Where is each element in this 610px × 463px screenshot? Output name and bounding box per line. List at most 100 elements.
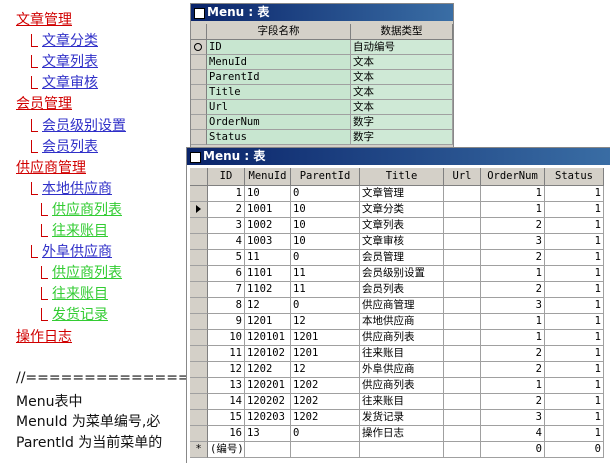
table-cell: 120202 (245, 394, 291, 410)
table-cell: 1202 (291, 410, 360, 426)
table-cell: 外阜供应商 (360, 362, 444, 378)
key-icon (194, 43, 202, 51)
field-cell: Url (207, 100, 351, 115)
table-cell: 会员列表 (360, 282, 444, 298)
table-cell: 文章列表 (360, 218, 444, 234)
row-selector (191, 85, 207, 100)
menu-link[interactable]: 文章管理 (16, 12, 72, 28)
table-cell: 2 (481, 362, 545, 378)
table-cell: 10 (208, 330, 245, 346)
table-cell: 文章审核 (360, 234, 444, 250)
table-cell (444, 282, 481, 298)
menu-link[interactable]: 供应商管理 (16, 159, 86, 176)
tree-branch (31, 34, 38, 48)
table-cell: 1 (481, 330, 545, 346)
table-cell: 1 (545, 346, 604, 362)
window-title: Menu : 表 (191, 4, 453, 21)
menu-link[interactable]: 文章分类 (42, 33, 98, 50)
table-cell: 供应商管理 (360, 298, 444, 314)
table-cell: 1003 (245, 234, 291, 250)
menu-link[interactable]: 会员管理 (16, 96, 72, 113)
window-icon (194, 8, 205, 19)
field-cell: OrderNum (207, 115, 351, 130)
row-selector (190, 410, 208, 426)
tree-branch (31, 245, 38, 259)
table-cell: 11 (208, 346, 245, 362)
table-cell: 2 (481, 394, 545, 410)
table-cell: 4 (481, 426, 545, 442)
menu-link[interactable]: 会员级别设置 (42, 117, 126, 134)
menu-link[interactable]: 文章审核 (42, 75, 98, 92)
row-selector (190, 362, 208, 378)
menu-link[interactable]: 会员列表 (42, 138, 98, 155)
table-cell: 12 (291, 362, 360, 378)
header-cell (191, 24, 207, 40)
menu-link[interactable]: 外阜供应商 (42, 244, 112, 261)
table-cell: 8 (208, 298, 245, 314)
table-cell: 1 (481, 202, 545, 218)
table-cell: 1101 (245, 266, 291, 282)
table-cell: 1 (545, 410, 604, 426)
table-cell: 3 (481, 234, 545, 250)
field-cell: MenuId (207, 55, 351, 70)
table-cell: 往来账目 (360, 394, 444, 410)
table-cell: 1202 (291, 394, 360, 410)
row-selector (190, 186, 208, 202)
table-cell: 1201 (291, 346, 360, 362)
table-cell (444, 218, 481, 234)
menu-link[interactable]: 往来账目 (52, 223, 108, 239)
table-cell: 4 (208, 234, 245, 250)
menu-link[interactable]: 供应商列表 (52, 201, 122, 218)
column-header: 字段名称 (207, 24, 351, 40)
field-cell: 自动编号 (351, 40, 453, 55)
column-header: Title (360, 168, 444, 186)
menu-link[interactable]: 供应商列表 (52, 265, 122, 282)
table-cell: 1002 (245, 218, 291, 234)
table-cell: 文章管理 (360, 186, 444, 202)
tree-branch (31, 55, 38, 69)
table-cell: 1001 (245, 202, 291, 218)
row-selector (191, 100, 207, 115)
table-cell: 供应商列表 (360, 378, 444, 394)
window-icon (190, 152, 201, 163)
table-cell: 2 (481, 282, 545, 298)
row-selector (190, 282, 208, 298)
table-cell: 120201 (245, 378, 291, 394)
row-selector (190, 202, 208, 218)
table-cell: 会员管理 (360, 250, 444, 266)
menu-link[interactable]: 往来账目 (52, 286, 108, 303)
table-cell: 1 (545, 250, 604, 266)
table-cell (444, 250, 481, 266)
table-cell: 文章分类 (360, 202, 444, 218)
table-cell: 1 (545, 186, 604, 202)
table-cell (444, 186, 481, 202)
window-title: Menu : 表 (187, 148, 610, 165)
note-line: ParentId 为当前菜单的 (16, 434, 163, 451)
menu-link[interactable]: 操作日志 (16, 328, 72, 345)
table-cell: 1 (545, 394, 604, 410)
table-cell: 1 (545, 362, 604, 378)
table-cell: 13 (245, 426, 291, 442)
row-selector (190, 394, 208, 410)
field-cell: 文本 (351, 70, 453, 85)
column-header: ParentId (291, 168, 360, 186)
current-record-arrow (196, 205, 201, 213)
table-cell: 12 (245, 298, 291, 314)
row-selector (191, 70, 207, 85)
column-header: Status (545, 168, 604, 186)
table-cell (444, 330, 481, 346)
menu-link[interactable]: 本地供应商 (42, 180, 112, 197)
table-cell: 本地供应商 (360, 314, 444, 330)
row-selector (190, 298, 208, 314)
table-cell: 3 (481, 410, 545, 426)
column-header: Url (444, 168, 481, 186)
table-cell: 1202 (245, 362, 291, 378)
table-cell: 会员级别设置 (360, 266, 444, 282)
table-cell: 120101 (245, 330, 291, 346)
menu-link[interactable]: 发货记录 (52, 307, 108, 324)
table-cell: 1 (545, 330, 604, 346)
tree-branch (31, 181, 38, 195)
table-cell: 0 (291, 426, 360, 442)
menu-link[interactable]: 文章列表 (42, 54, 98, 71)
table-cell (444, 442, 481, 458)
